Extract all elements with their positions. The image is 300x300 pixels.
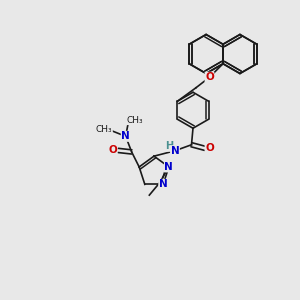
Text: N: N (121, 131, 130, 141)
Text: N: N (171, 146, 179, 156)
Text: O: O (108, 146, 117, 155)
Text: N: N (159, 179, 167, 189)
Text: H: H (166, 141, 174, 151)
Text: CH₃: CH₃ (96, 125, 112, 134)
Text: CH₃: CH₃ (127, 116, 144, 124)
Text: N: N (164, 162, 173, 172)
Text: O: O (205, 143, 214, 153)
Text: O: O (205, 72, 214, 82)
